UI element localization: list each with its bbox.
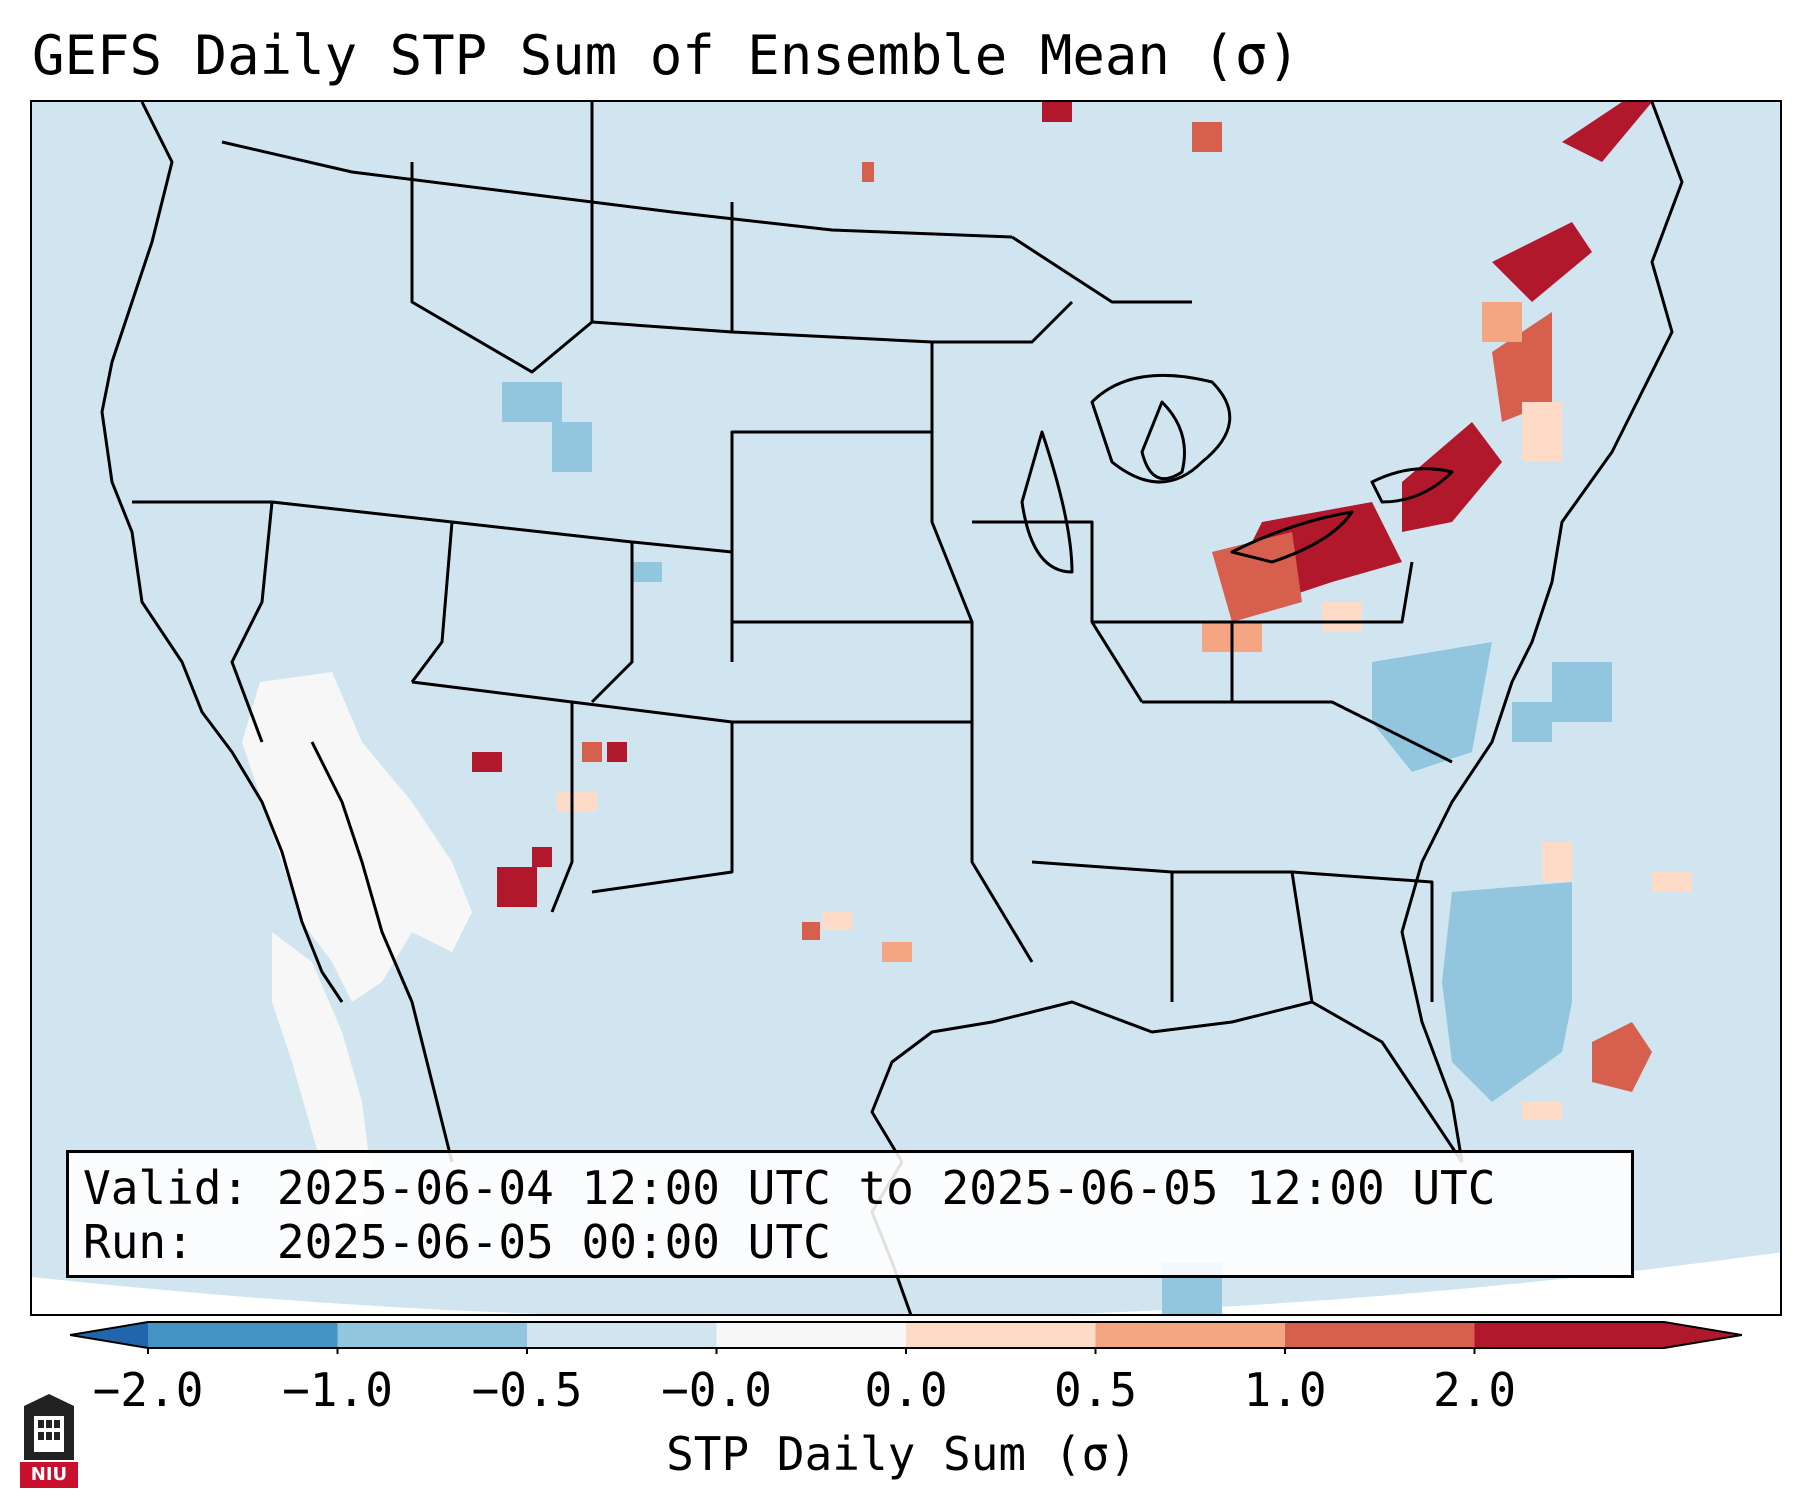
run-value: 2025-06-05 00:00 UTC: [276, 1215, 831, 1269]
colorbar-tick-label: 0.5: [1053, 1363, 1138, 1417]
run-label: Run:: [83, 1215, 194, 1269]
colorbar-tick-label: −0.5: [471, 1363, 583, 1417]
colorbar-segment: [527, 1322, 717, 1348]
colorbar-label: STP Daily Sum (σ): [666, 1427, 1137, 1481]
map-title: GEFS Daily STP Sum of Ensemble Mean (σ): [32, 24, 1300, 87]
colorbar-segment: [1095, 1322, 1286, 1348]
valid-label: Valid:: [83, 1161, 250, 1215]
colorbar-segments: [147, 1322, 1665, 1354]
colorbar-tick-label: −1.0: [282, 1363, 393, 1417]
positive-anomaly-cells: [472, 102, 1692, 1120]
colorbar-over-arrow: [1664, 1322, 1742, 1348]
colorbar-segment: [148, 1322, 338, 1348]
colorbar-under-arrow: [70, 1322, 148, 1348]
niu-logo-text: NIU: [20, 1462, 78, 1488]
colorbar-segment: [1285, 1322, 1475, 1348]
niu-logo: NIU: [20, 1392, 78, 1488]
colorbar-tick-label: 1.0: [1243, 1363, 1327, 1417]
colorbar-outline: [70, 1321, 1742, 1349]
stp-map: [30, 100, 1782, 1316]
colorbar-segment: [1474, 1322, 1665, 1348]
colorbar-tick-label: −0.0: [661, 1363, 772, 1417]
valid-value: 2025-06-04 12:00 UTC to 2025-06-05 12:00…: [276, 1161, 1496, 1215]
colorbar: [70, 1321, 1742, 1354]
colorbar-segment: [906, 1322, 1096, 1348]
colorbar-tick-label: 0.0: [864, 1363, 948, 1417]
negative-anomaly-patches: [502, 382, 1612, 1314]
outside-domain: [32, 1252, 1780, 1314]
colorbar-segment: [337, 1322, 528, 1348]
map-canvas: [32, 102, 1780, 1314]
colorbar-segment: [716, 1322, 907, 1348]
niu-tower-icon: [24, 1394, 74, 1460]
colorbar-tick-label: 2.0: [1432, 1363, 1517, 1417]
colorbar-tick-label: −2.0: [92, 1363, 204, 1417]
validity-box: Valid: 2025-06-04 12:00 UTC to 2025-06-0…: [66, 1150, 1634, 1278]
